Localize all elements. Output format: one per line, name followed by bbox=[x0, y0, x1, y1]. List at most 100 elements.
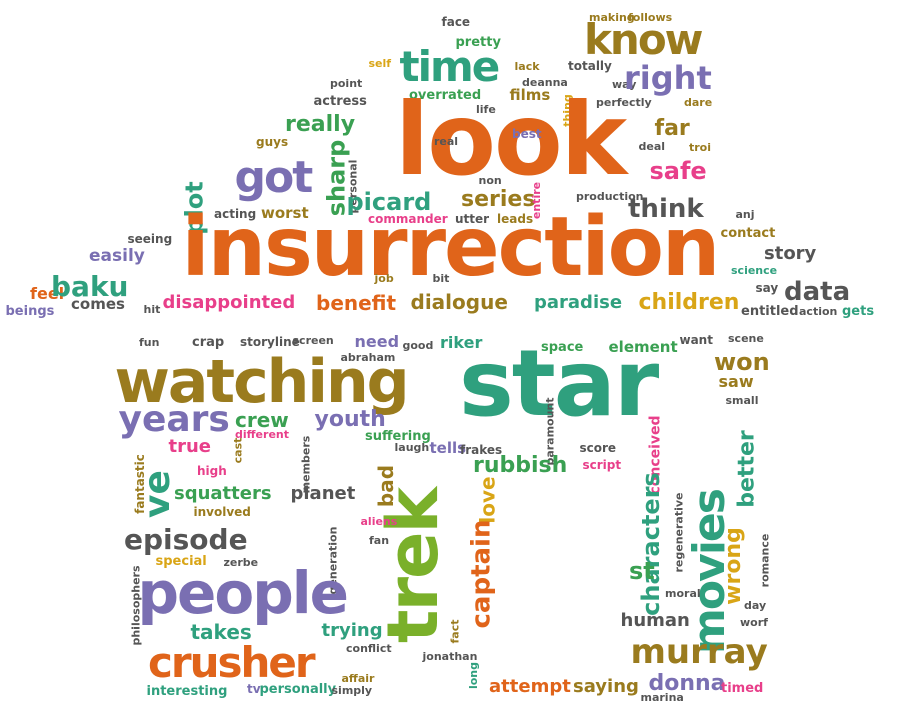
word-paradise: paradise bbox=[534, 292, 623, 313]
word-riker: riker bbox=[440, 333, 483, 352]
word-murray: murray bbox=[630, 632, 768, 672]
word-need: need bbox=[354, 332, 400, 351]
word-space: space bbox=[541, 339, 584, 355]
word-acting: acting bbox=[214, 207, 257, 221]
word-star: star bbox=[459, 330, 659, 437]
word-say: say bbox=[755, 281, 779, 295]
word-data: data bbox=[784, 277, 851, 307]
word-tv: tv bbox=[247, 682, 261, 696]
word-saw: saw bbox=[718, 372, 754, 391]
word-characters: characters bbox=[636, 472, 665, 616]
word-trying: trying bbox=[321, 620, 383, 641]
word-dialogue: dialogue bbox=[410, 290, 508, 314]
word-feel: feel bbox=[30, 284, 65, 303]
word-deanna: deanna bbox=[522, 75, 568, 89]
word-suffering: suffering bbox=[365, 428, 431, 444]
word-entitled: entitled bbox=[741, 303, 799, 319]
word-people: people bbox=[137, 559, 349, 627]
word-captain: captain bbox=[465, 519, 496, 629]
word-overrated: overrated bbox=[409, 87, 482, 103]
word-different: different bbox=[235, 427, 289, 441]
word-real: real bbox=[434, 134, 459, 148]
word-science: science bbox=[731, 263, 778, 277]
word-laugh: laugh bbox=[394, 440, 430, 454]
word-wrong: wrong bbox=[720, 527, 746, 605]
word-st: st bbox=[629, 557, 655, 585]
word-disappointed: disappointed bbox=[162, 292, 296, 313]
word-regenerative: regenerative bbox=[672, 491, 686, 573]
word-making: making bbox=[589, 10, 635, 24]
word-seeing: seeing bbox=[127, 232, 173, 246]
word-anj: anj bbox=[735, 207, 755, 221]
word-tells: tells bbox=[429, 438, 467, 457]
word-look: look bbox=[395, 81, 627, 198]
word-bit: bit bbox=[432, 271, 450, 285]
word-crap: crap bbox=[192, 334, 225, 350]
word-trek: trek bbox=[372, 488, 455, 644]
word-fan: fan bbox=[369, 533, 390, 547]
word-ve: ve bbox=[136, 470, 178, 518]
word-time: time bbox=[399, 42, 501, 91]
word-face: face bbox=[441, 15, 471, 29]
word-baku: baku bbox=[51, 270, 129, 303]
word-moral: moral bbox=[665, 586, 701, 600]
word-love: love bbox=[475, 476, 500, 524]
word-episode: episode bbox=[124, 523, 248, 556]
word-takes: takes bbox=[190, 620, 252, 644]
word-gets: gets bbox=[842, 303, 875, 319]
word-good: good bbox=[402, 338, 434, 352]
word-day: day bbox=[744, 598, 767, 612]
word-deal: deal bbox=[638, 139, 666, 153]
word-bad: bad bbox=[374, 464, 399, 508]
word-picard: picard bbox=[346, 188, 432, 216]
word-lack: lack bbox=[514, 59, 540, 73]
word-contact: contact bbox=[720, 225, 776, 241]
word-storyline: storyline bbox=[240, 335, 300, 349]
word-frakes: frakes bbox=[460, 443, 503, 457]
word-way: way bbox=[612, 77, 637, 91]
word-long: long bbox=[466, 661, 480, 689]
word-aliens: aliens bbox=[360, 514, 398, 528]
word-romance: romance bbox=[758, 533, 772, 587]
word-squatters: squatters bbox=[174, 483, 272, 504]
word-life: life bbox=[476, 102, 496, 116]
word-know: know bbox=[584, 15, 703, 64]
word-series: series bbox=[461, 187, 536, 212]
word-abraham: abraham bbox=[340, 350, 396, 364]
word-interesting: interesting bbox=[146, 683, 228, 699]
word-donna: donna bbox=[648, 671, 726, 696]
word-story: story bbox=[764, 243, 817, 264]
word-fun: fun bbox=[139, 335, 160, 349]
word-years: years bbox=[118, 399, 230, 440]
word-screen: screen bbox=[292, 333, 334, 347]
word-non: non bbox=[478, 173, 502, 187]
word-youth: youth bbox=[314, 407, 386, 432]
word-involved: involved bbox=[193, 505, 251, 519]
word-won: won bbox=[714, 348, 770, 376]
word-marina: marina bbox=[640, 690, 684, 704]
word-fact: fact bbox=[448, 619, 462, 643]
word-scene: scene bbox=[728, 331, 764, 345]
word-planet: planet bbox=[290, 483, 356, 504]
word-personally: personally bbox=[259, 681, 337, 697]
word-dare: dare bbox=[684, 95, 713, 109]
word-children: children bbox=[638, 290, 740, 315]
word-best: best bbox=[512, 127, 542, 141]
word-action: action bbox=[799, 304, 838, 318]
word-production: production bbox=[576, 189, 644, 203]
word-commander: commander bbox=[368, 212, 448, 226]
word-really: really bbox=[285, 112, 356, 137]
word-high: high bbox=[197, 464, 227, 478]
word-zerbe: zerbe bbox=[223, 555, 259, 569]
word-guys: guys bbox=[256, 135, 289, 149]
word-beings: beings bbox=[5, 303, 55, 319]
word-cast: cast bbox=[231, 437, 245, 463]
word-special: special bbox=[155, 553, 207, 569]
word-saying: saying bbox=[573, 676, 639, 697]
word-right: right bbox=[624, 59, 712, 97]
word-hit: hit bbox=[143, 302, 161, 316]
word-small: small bbox=[725, 393, 759, 407]
word-true: true bbox=[168, 436, 212, 457]
word-element: element bbox=[608, 337, 678, 356]
word-crew: crew bbox=[235, 408, 289, 432]
